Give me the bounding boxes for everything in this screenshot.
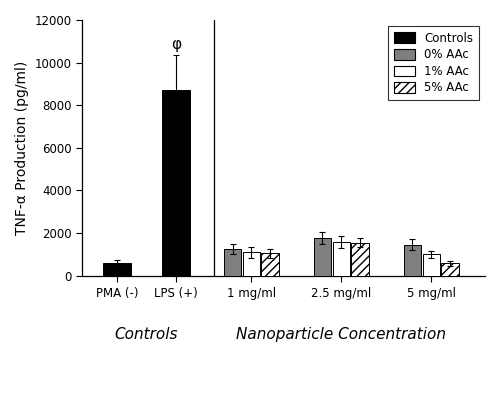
Bar xyxy=(422,254,440,276)
Text: φ: φ xyxy=(171,37,181,52)
Bar xyxy=(332,241,350,276)
Text: Nanoparticle Concentration: Nanoparticle Concentration xyxy=(236,327,446,342)
Bar xyxy=(352,243,369,276)
Bar xyxy=(404,245,421,276)
Bar xyxy=(262,253,279,276)
Bar xyxy=(224,249,241,276)
Bar xyxy=(162,90,190,276)
Text: Controls: Controls xyxy=(115,327,178,342)
Bar xyxy=(442,263,459,276)
Bar xyxy=(103,263,131,276)
Legend: Controls, 0% AAc, 1% AAc, 5% AAc: Controls, 0% AAc, 1% AAc, 5% AAc xyxy=(388,26,479,100)
Bar xyxy=(242,252,260,276)
Y-axis label: TNF-α Production (pg/ml): TNF-α Production (pg/ml) xyxy=(15,61,29,235)
Bar xyxy=(314,238,331,276)
